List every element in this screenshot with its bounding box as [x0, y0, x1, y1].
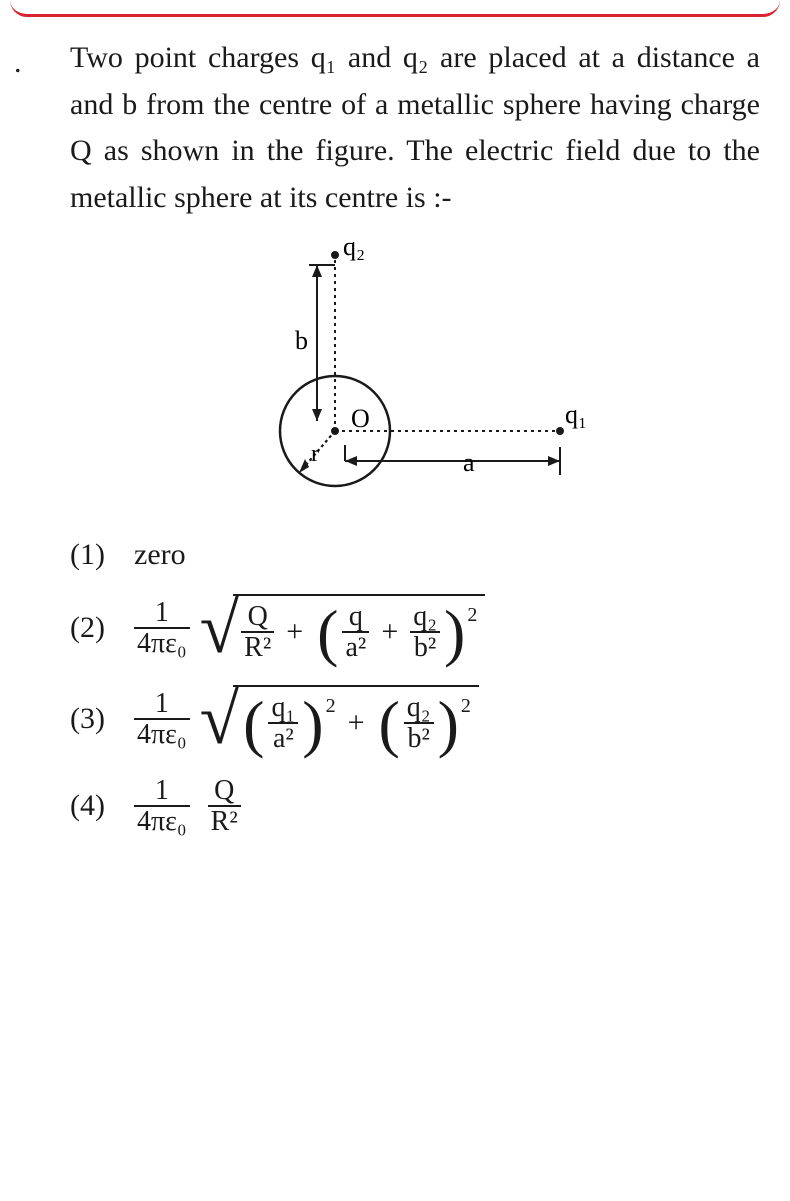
b-arrow-bot	[312, 409, 322, 421]
label-q2: q₂	[343, 232, 365, 261]
option-4-num: (4)	[70, 789, 134, 823]
term1-4: Q R²	[208, 776, 241, 837]
option-3-formula: 1 4πε₀ √ ( q₁ a² ) 2	[134, 685, 479, 754]
t1-bot-4: R²	[208, 807, 241, 836]
lparen-3a: (	[241, 698, 266, 749]
b-arrow-top	[312, 265, 322, 277]
option-1-num: (1)	[70, 538, 134, 572]
option-1-text: zero	[134, 538, 186, 572]
exp-3b: 2	[461, 695, 471, 718]
q2-dot	[331, 251, 339, 259]
t1-bot: R²	[241, 633, 274, 662]
option-4-formula: 1 4πε₀ Q R²	[134, 776, 241, 837]
question-marker: .	[14, 46, 22, 80]
label-q1: q₁	[565, 400, 587, 429]
coef-frac-3: 1 4πε₀	[134, 689, 190, 750]
r-arrowhead	[299, 459, 309, 473]
coef-top-3: 1	[152, 689, 172, 718]
diagram-svg: O r q₁ a q₂ b	[195, 231, 595, 511]
exp-3a: 2	[326, 695, 336, 718]
t2-bot-3: b²	[404, 724, 432, 753]
lparen-3b: (	[376, 698, 401, 749]
t2-top: q	[346, 602, 366, 631]
label-r: r	[311, 441, 319, 467]
plus: +	[276, 615, 313, 649]
t2-top-3: q₂	[404, 693, 434, 722]
sqrt-3: √ ( q₁ a² ) 2 + ( q₂	[200, 685, 479, 754]
options: (1) zero (2) 1 4πε₀ √ Q	[70, 538, 760, 836]
t3-top: q₂	[410, 602, 440, 631]
option-2: (2) 1 4πε₀ √ Q R² +	[70, 594, 760, 663]
rparen-3a: )	[300, 698, 325, 749]
t1-bot-3: a²	[270, 724, 297, 753]
option-2-num: (2)	[70, 611, 134, 645]
coef-top-4: 1	[152, 776, 172, 805]
option-3-num: (3)	[70, 702, 134, 736]
coef-bot: 4πε₀	[134, 629, 190, 658]
label-a: a	[463, 448, 475, 477]
lparen: (	[315, 607, 340, 658]
term1: Q R²	[241, 602, 274, 663]
option-2-formula: 1 4πε₀ √ Q R² + (	[134, 594, 485, 663]
t2-bot: a²	[342, 633, 369, 662]
exp: 2	[467, 604, 477, 627]
option-1: (1) zero	[70, 538, 760, 572]
coef-top: 1	[152, 598, 172, 627]
q1-dot	[556, 427, 564, 435]
t3-bot: b²	[411, 633, 439, 662]
rparen-3b: )	[436, 698, 461, 749]
t1-top: Q	[245, 602, 271, 631]
question-text: Two point charges q₁ and q₂ are placed a…	[70, 35, 760, 221]
radicand: Q R² + ( q a² + q₂	[233, 594, 485, 663]
plus-3: +	[338, 706, 375, 740]
page: . Two point charges q₁ and q₂ are placed…	[0, 0, 790, 1201]
t1-top-4: Q	[211, 776, 237, 805]
radicand-3: ( q₁ a² ) 2 + ( q₂ b²	[233, 685, 479, 754]
coef-frac: 1 4πε₀	[134, 598, 190, 659]
figure: O r q₁ a q₂ b	[0, 231, 790, 516]
coef-frac-4: 1 4πε₀	[134, 776, 190, 837]
sqrt: √ Q R² + ( q a²	[200, 594, 486, 663]
t1-top-3: q₁	[268, 693, 298, 722]
a-arrow-right	[548, 456, 560, 466]
term3: q₂ b²	[410, 602, 440, 663]
term1-3: q₁ a²	[268, 693, 298, 754]
rparen: )	[442, 607, 467, 658]
coef-bot-4: 4πε₀	[134, 807, 190, 836]
coef-bot-3: 4πε₀	[134, 720, 190, 749]
plus2: +	[371, 615, 408, 649]
label-b: b	[295, 326, 308, 355]
term2: q a²	[342, 602, 369, 663]
label-O: O	[351, 404, 370, 433]
a-arrow-left	[345, 456, 357, 466]
option-4: (4) 1 4πε₀ Q R²	[70, 776, 760, 837]
term2-3: q₂ b²	[404, 693, 434, 754]
option-3: (3) 1 4πε₀ √ ( q₁ a²	[70, 685, 760, 754]
top-border	[10, 0, 780, 17]
